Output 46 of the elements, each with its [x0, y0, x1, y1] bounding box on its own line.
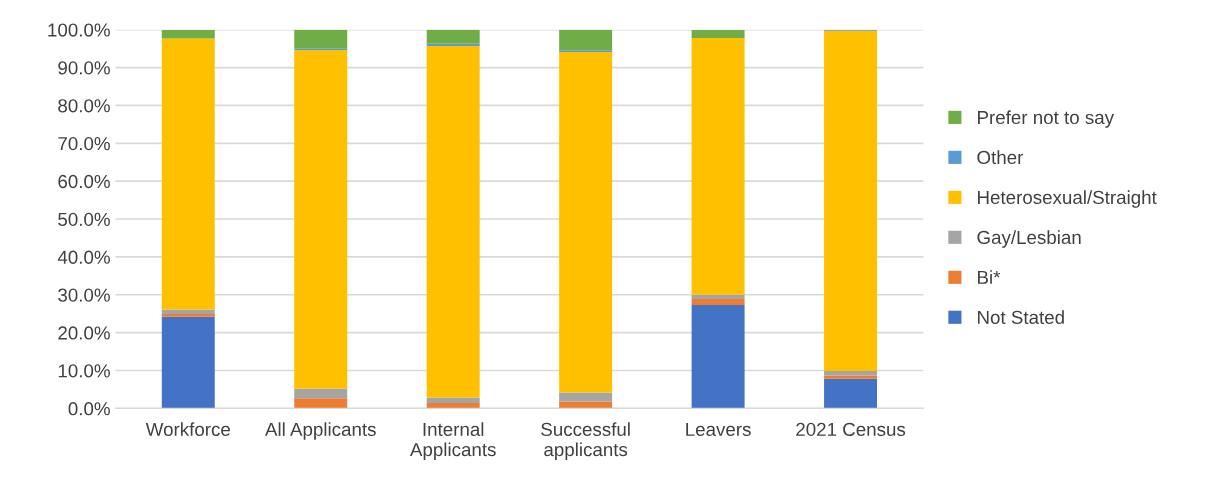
y-tick-label: 60.0%	[58, 174, 110, 189]
y-tick-label: 50.0%	[58, 212, 110, 227]
bar	[691, 298, 745, 305]
y-tick-label: 90.0%	[58, 61, 110, 75]
y-tick-label: 80.0%	[58, 99, 110, 113]
legend-label: Prefer not to say	[978, 110, 1115, 128]
x-tick-label: Successful applicants	[541, 422, 630, 460]
bar	[559, 29, 613, 51]
bar	[161, 316, 215, 409]
x-tick-label: 2021 Census	[796, 422, 906, 437]
bar	[426, 45, 480, 398]
bar	[559, 392, 613, 402]
bar	[824, 375, 878, 379]
x-tick-label: Internal Applicants	[409, 422, 496, 460]
bar	[294, 50, 348, 389]
y-tick-label: 100.0%	[48, 23, 110, 37]
bar	[824, 30, 878, 371]
y-tick-label: 0.0%	[68, 402, 110, 416]
bar	[824, 378, 878, 409]
y-tick-label: 20.0%	[58, 326, 110, 340]
x-tick-label: Leavers	[686, 422, 751, 437]
bar	[691, 294, 745, 299]
bar	[559, 52, 613, 393]
bar	[426, 397, 480, 404]
bar	[161, 314, 215, 317]
x-tick-label: Workforce	[145, 422, 230, 437]
y-tick-label: 70.0%	[58, 137, 110, 151]
bar	[426, 403, 480, 409]
bar	[161, 38, 215, 310]
bar	[691, 305, 745, 409]
x-tick-label: All Applicants	[265, 422, 376, 440]
legend-label: Heterosexual/Straight	[978, 190, 1157, 208]
legend-label: Other	[977, 150, 1024, 165]
bar	[691, 38, 745, 295]
bar	[294, 29, 348, 49]
bar	[691, 30, 745, 39]
legend-label: Gay/Lesbian	[977, 230, 1081, 248]
y-tick-label: 10.0%	[58, 364, 110, 378]
y-tick-label: 30.0%	[58, 288, 110, 302]
legend-label: Not Stated	[978, 310, 1064, 325]
legend-label: Bi*	[978, 270, 1001, 284]
bar	[426, 29, 480, 44]
bar	[161, 30, 215, 39]
bar	[294, 388, 348, 399]
y-tick-label: 40.0%	[57, 250, 110, 264]
bar	[294, 398, 348, 409]
